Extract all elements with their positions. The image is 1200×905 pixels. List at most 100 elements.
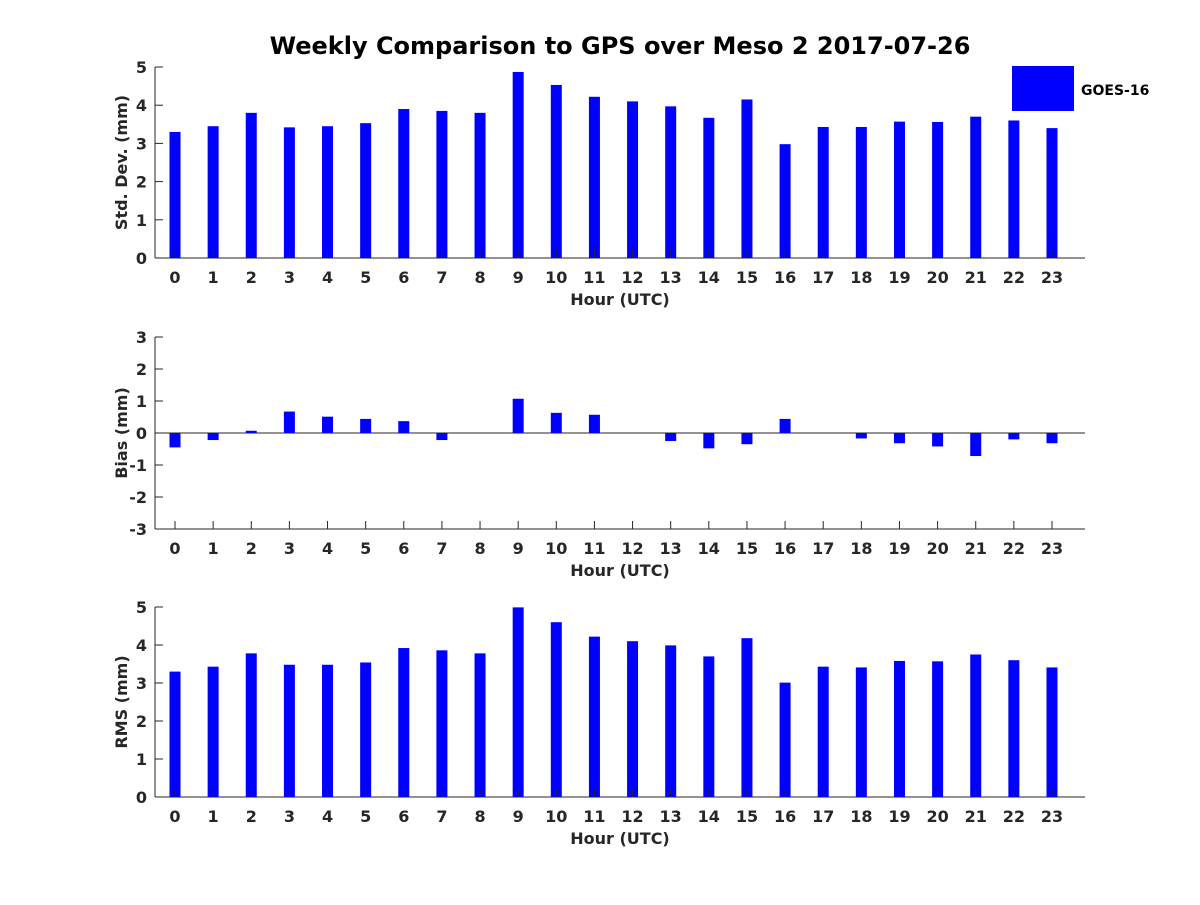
x-tick-label: 15 [736, 268, 758, 287]
x-tick-label: 6 [398, 807, 409, 826]
bar-bias-23 [1046, 433, 1058, 444]
bar-bias-5 [360, 418, 372, 433]
x-tick-label: 15 [736, 539, 758, 558]
bar-bias-3 [283, 411, 295, 433]
y-tick-label: 5 [136, 58, 147, 77]
x-tick-label: 4 [322, 539, 333, 558]
bar-bias-9 [512, 398, 524, 433]
bar-bias-22 [1008, 433, 1020, 440]
bar-rms-22 [1008, 660, 1020, 797]
x-axis-label: Hour (UTC) [570, 561, 670, 580]
x-tick-label: 9 [513, 539, 524, 558]
bar-rms-9 [512, 607, 524, 797]
y-tick-label: 3 [136, 134, 147, 153]
bar-bias-16 [779, 418, 791, 433]
bar-rms-16 [779, 682, 791, 797]
y-tick-label: -3 [129, 520, 147, 539]
x-tick-label: 2 [246, 539, 257, 558]
bar-bias-14 [703, 433, 715, 449]
legend-label: GOES-16 [1081, 83, 1149, 99]
bar-std-2 [245, 112, 257, 258]
x-tick-label: 18 [850, 807, 872, 826]
bar-bias-20 [932, 433, 944, 447]
x-tick-label: 21 [965, 268, 987, 287]
x-tick-label: 20 [926, 268, 948, 287]
x-tick-label: 8 [474, 807, 485, 826]
bar-std-3 [283, 127, 295, 258]
x-tick-label: 16 [774, 807, 796, 826]
bar-std-9 [512, 71, 524, 258]
bar-rms-5 [360, 662, 372, 797]
bar-std-19 [893, 121, 905, 258]
x-tick-label: 0 [169, 268, 180, 287]
x-tick-label: 19 [888, 268, 910, 287]
x-tick-label: 12 [621, 539, 643, 558]
bar-rms-13 [665, 645, 677, 797]
x-tick-label: 0 [169, 807, 180, 826]
x-tick-label: 6 [398, 268, 409, 287]
x-tick-label: 4 [322, 807, 333, 826]
x-tick-label: 2 [246, 807, 257, 826]
bar-bias-0 [169, 433, 181, 448]
bar-bias-15 [741, 433, 753, 445]
y-tick-label: 3 [136, 328, 147, 347]
legend: GOES-16 [1012, 66, 1149, 111]
x-tick-label: 3 [284, 539, 295, 558]
x-tick-label: 14 [698, 268, 720, 287]
bar-bias-6 [398, 421, 410, 433]
x-tick-label: 23 [1041, 268, 1063, 287]
legend-swatch [1012, 66, 1074, 111]
y-tick-label: 0 [136, 249, 147, 268]
bar-bias-11 [588, 414, 600, 433]
bar-bias-7 [436, 433, 448, 441]
bar-rms-2 [245, 653, 257, 797]
y-tick-label: 1 [136, 211, 147, 230]
y-axis-label: Bias (mm) [112, 387, 131, 479]
bar-bias-13 [665, 433, 677, 441]
x-tick-label: 1 [208, 268, 219, 287]
bar-std-10 [550, 84, 562, 258]
x-tick-label: 22 [1003, 807, 1025, 826]
bar-std-13 [665, 106, 677, 258]
x-tick-label: 13 [660, 807, 682, 826]
bar-bias-1 [207, 433, 219, 441]
bar-rms-12 [627, 641, 639, 797]
x-tick-label: 10 [545, 539, 567, 558]
x-tick-label: 9 [513, 268, 524, 287]
x-tick-label: 2 [246, 268, 257, 287]
bar-bias-18 [855, 433, 867, 439]
bar-rms-1 [207, 666, 219, 797]
bar-std-11 [588, 96, 600, 259]
bar-rms-0 [169, 671, 181, 797]
x-tick-label: 23 [1041, 807, 1063, 826]
x-axis-label: Hour (UTC) [570, 290, 670, 309]
bar-rms-3 [283, 664, 295, 797]
y-tick-label: 0 [136, 424, 147, 443]
bar-bias-2 [245, 430, 257, 433]
x-tick-label: 4 [322, 268, 333, 287]
bar-rms-23 [1046, 667, 1058, 797]
bar-std-12 [627, 101, 639, 258]
bar-rms-19 [893, 660, 905, 797]
x-tick-label: 17 [812, 268, 834, 287]
y-tick-label: 4 [136, 636, 147, 655]
x-tick-label: 11 [583, 807, 605, 826]
bar-bias-21 [970, 433, 982, 457]
x-tick-label: 17 [812, 539, 834, 558]
y-tick-label: -2 [129, 488, 147, 507]
bar-rms-6 [398, 648, 410, 797]
y-tick-label: 3 [136, 674, 147, 693]
x-tick-label: 11 [583, 268, 605, 287]
y-tick-label: 0 [136, 788, 147, 807]
x-tick-label: 5 [360, 268, 371, 287]
x-tick-label: 1 [208, 807, 219, 826]
y-tick-label: 1 [136, 392, 147, 411]
bar-std-1 [207, 126, 219, 259]
bar-bias-4 [322, 416, 334, 433]
x-tick-label: 6 [398, 539, 409, 558]
bar-rms-20 [932, 661, 944, 797]
chart-title: Weekly Comparison to GPS over Meso 2 201… [270, 32, 971, 60]
